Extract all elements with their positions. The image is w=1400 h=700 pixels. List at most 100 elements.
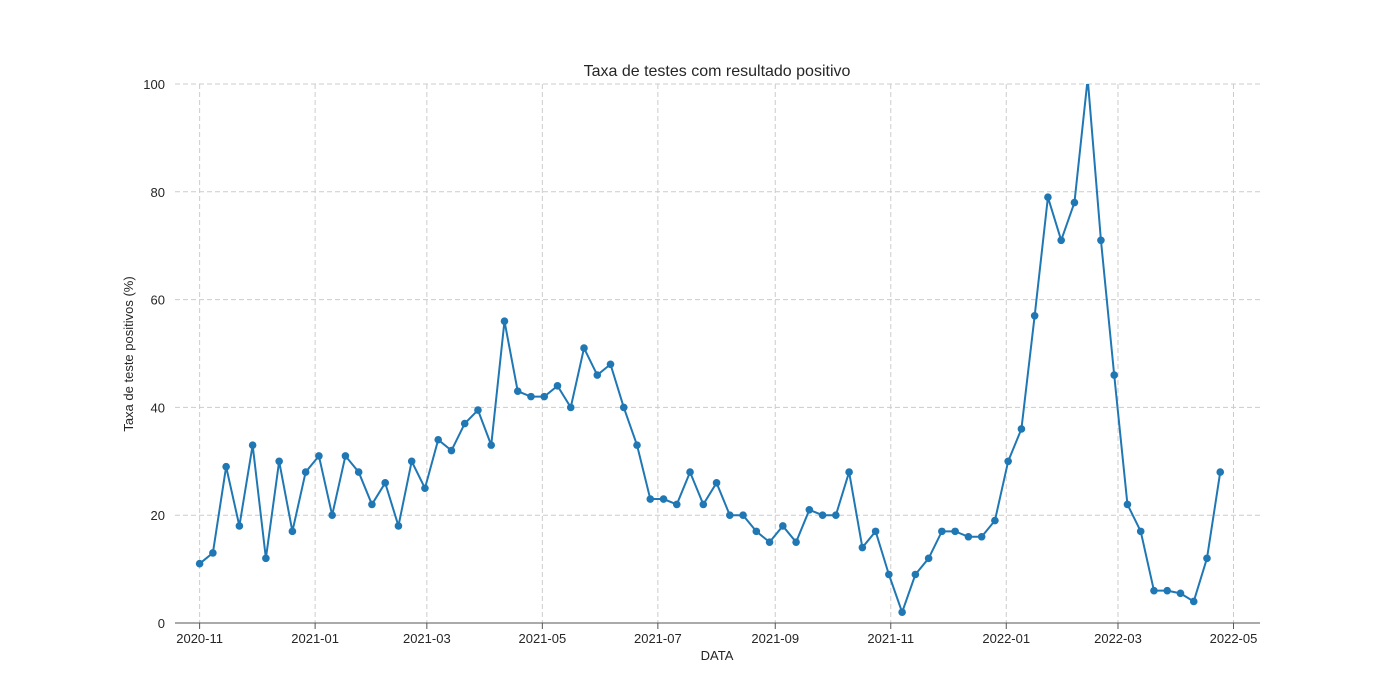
y-tick-labels: 0 20 40 60 80 100 (143, 77, 165, 631)
data-point (1004, 457, 1012, 466)
data-point (765, 538, 774, 546)
data-point (1176, 589, 1185, 598)
data-point (474, 406, 482, 414)
data-point (421, 484, 429, 493)
data-point (686, 468, 694, 476)
data-point (911, 570, 920, 579)
data-point (792, 538, 800, 546)
data-point (858, 543, 867, 552)
data-point (1044, 193, 1052, 201)
data-point (301, 468, 310, 476)
data-point (752, 527, 761, 536)
data-point (633, 441, 641, 449)
data-point (315, 452, 323, 460)
data-point (871, 527, 880, 536)
data-point (1150, 586, 1158, 595)
data-point (341, 452, 350, 460)
data-point (354, 468, 363, 476)
x-tick-labels: 2020-11 2021-01 2021-03 2021-05 2021-07 2021-… (176, 631, 1257, 646)
data-point (593, 371, 602, 379)
data-point (1216, 468, 1225, 476)
y-tick-label: 80 (151, 185, 165, 200)
data-point (460, 419, 469, 428)
x-tick-label: 2021-09 (751, 631, 799, 646)
data-point (845, 468, 853, 476)
data-point (699, 500, 708, 509)
data-point (1084, 75, 1092, 83)
x-tick-label: 2021-07 (634, 631, 682, 646)
data-point (951, 527, 959, 536)
data-point (394, 522, 403, 530)
data-point (646, 495, 655, 503)
x-axis-title: DATA (701, 648, 734, 663)
data-point (500, 317, 509, 325)
y-tick-label: 60 (151, 293, 165, 308)
data-point (805, 506, 814, 514)
data-point (262, 554, 270, 563)
data-point (779, 522, 787, 530)
x-tick-label: 2022-03 (1094, 631, 1142, 646)
data-point (1070, 198, 1079, 207)
data-point (209, 549, 217, 557)
data-point (1189, 597, 1198, 606)
data-point (580, 344, 588, 352)
y-tick-label: 20 (151, 508, 165, 523)
data-point (818, 511, 827, 519)
series-line (198, 84, 1222, 616)
data-point (991, 516, 999, 525)
data-point (1017, 425, 1026, 433)
data-point (328, 511, 336, 519)
chart-title: Taxa de testes com resultado positivo (584, 63, 851, 80)
data-point (1057, 236, 1065, 245)
data-point (487, 441, 496, 449)
data-point (898, 608, 906, 617)
data-point (275, 457, 283, 466)
data-point (1030, 311, 1039, 320)
x-tick-label: 2021-11 (867, 631, 914, 646)
data-point (619, 403, 628, 412)
data-point (1203, 554, 1211, 563)
data-point (1163, 586, 1172, 595)
x-tick-label: 2022-05 (1210, 631, 1258, 646)
data-point (938, 527, 946, 536)
data-point (726, 511, 734, 519)
data-point (964, 532, 973, 541)
x-tick-label: 2020-11 (176, 631, 223, 646)
y-tick-label: 100 (143, 77, 165, 92)
data-point (235, 522, 244, 530)
data-point (977, 532, 986, 541)
data-point (553, 382, 562, 390)
data-point (381, 479, 389, 487)
data-point (288, 527, 297, 536)
data-point (195, 559, 204, 568)
series-path (198, 84, 1222, 616)
data-points (195, 75, 1225, 617)
data-point (659, 495, 668, 503)
y-tick-label: 0 (158, 616, 165, 631)
data-point (527, 392, 535, 401)
data-point (566, 403, 575, 412)
data-point (885, 570, 893, 579)
data-point (407, 457, 416, 466)
data-point (540, 392, 549, 401)
data-point (606, 360, 615, 369)
data-point (832, 511, 840, 519)
x-tick-label: 2021-05 (518, 631, 566, 646)
data-point (513, 387, 522, 396)
data-point (1110, 371, 1118, 379)
data-point (434, 435, 443, 444)
data-point (1136, 527, 1145, 536)
grid (175, 83, 1260, 629)
x-tick-label: 2021-01 (291, 631, 339, 646)
data-point (368, 500, 376, 509)
data-point (672, 500, 681, 509)
data-point (1123, 500, 1132, 509)
data-point (248, 441, 257, 449)
data-point (447, 446, 456, 455)
x-tick-label: 2022-01 (982, 631, 1030, 646)
data-point (924, 554, 933, 563)
data-point (739, 511, 747, 519)
data-point (222, 462, 230, 471)
x-tick-label: 2021-03 (403, 631, 451, 646)
